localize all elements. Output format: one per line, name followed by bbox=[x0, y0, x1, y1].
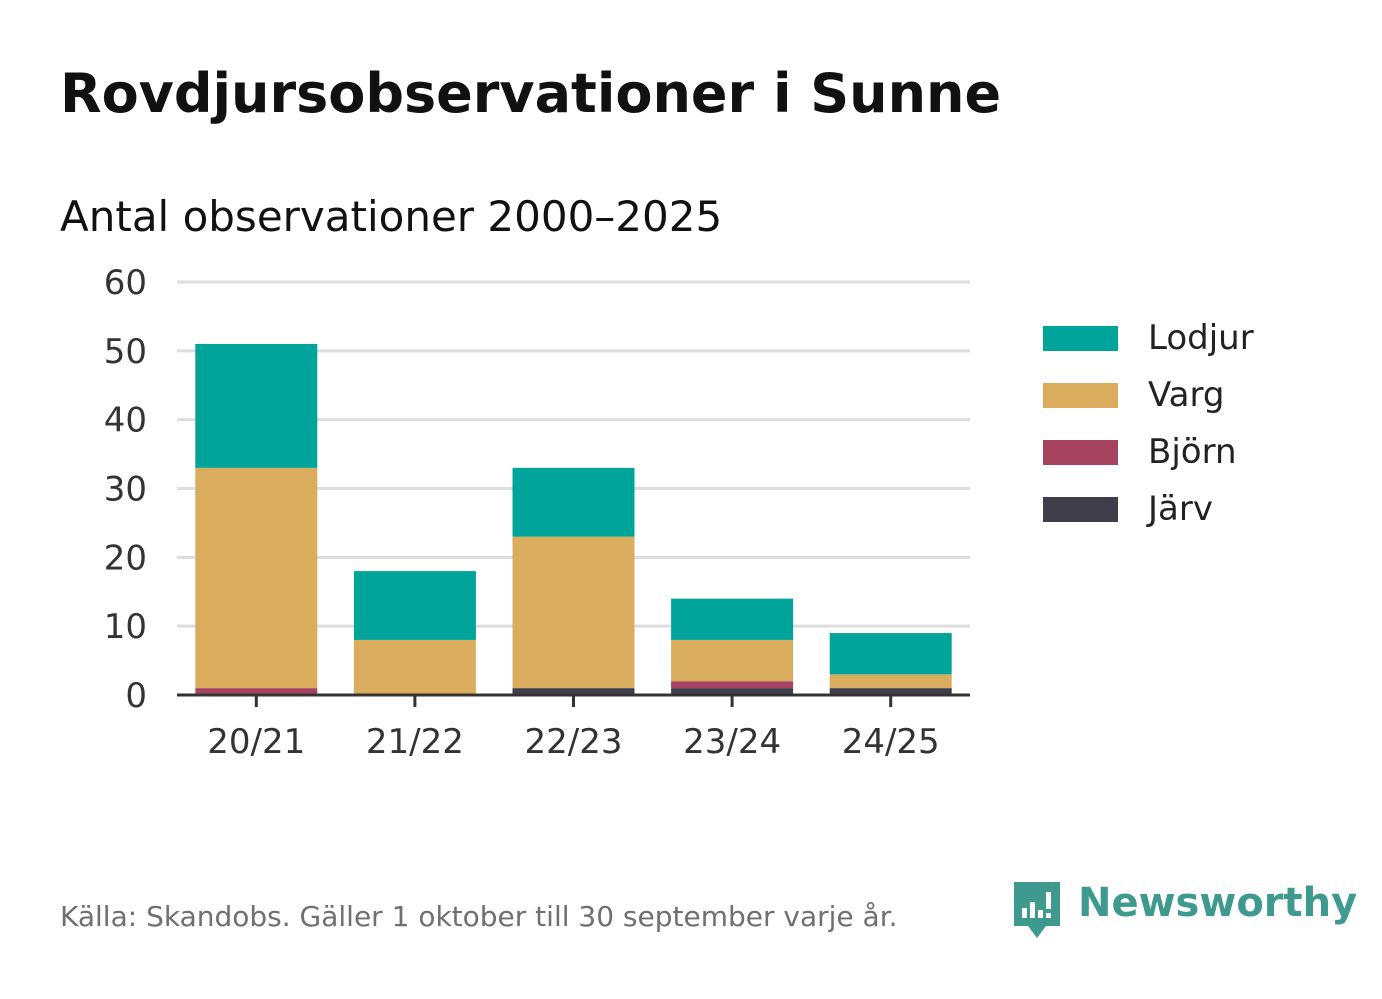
legend-label-bjorn: Björn bbox=[1148, 432, 1237, 472]
bar-varg-23/24 bbox=[671, 639, 794, 682]
x-tick-label: 24/25 bbox=[842, 722, 940, 762]
bar-järv-23/24 bbox=[671, 688, 794, 695]
bar-varg-21/22 bbox=[353, 639, 476, 695]
source-note: Källa: Skandobs. Gäller 1 oktober till 3… bbox=[60, 900, 898, 933]
bar-varg-20/21 bbox=[195, 467, 318, 689]
legend-label-jarv: Järv bbox=[1148, 489, 1213, 529]
bar-varg-22/23 bbox=[512, 536, 635, 689]
chart-subtitle: Antal observationer 2000–2025 bbox=[60, 192, 723, 241]
y-tick-label: 50 bbox=[104, 332, 147, 372]
y-tick-label: 60 bbox=[104, 263, 147, 303]
legend-swatch-bjorn bbox=[1043, 440, 1118, 465]
legend-label-varg: Varg bbox=[1148, 375, 1225, 415]
legend-swatch-varg bbox=[1043, 383, 1118, 408]
y-tick-label: 30 bbox=[104, 470, 147, 510]
bar-björn-23/24 bbox=[671, 681, 794, 689]
y-tick-label: 20 bbox=[104, 538, 147, 578]
bars bbox=[195, 343, 952, 695]
bar-lodjur-21/22 bbox=[353, 571, 476, 640]
y-tick-label: 10 bbox=[104, 607, 147, 647]
newsworthy-logo-icon bbox=[1014, 882, 1060, 938]
bar-varg-24/25 bbox=[829, 674, 952, 689]
y-tick-label: 0 bbox=[125, 676, 147, 716]
legend-swatch-jarv bbox=[1043, 497, 1118, 522]
legend-label-lodjur: Lodjur bbox=[1148, 318, 1254, 358]
bar-lodjur-23/24 bbox=[671, 598, 794, 640]
bar-järv-24/25 bbox=[829, 688, 952, 695]
bar-lodjur-22/23 bbox=[512, 467, 635, 537]
bar-lodjur-24/25 bbox=[829, 633, 952, 675]
x-tick-label: 22/23 bbox=[525, 722, 623, 762]
y-tick-label: 40 bbox=[104, 401, 147, 441]
bar-lodjur-20/21 bbox=[195, 343, 318, 468]
x-tick-label: 23/24 bbox=[683, 722, 781, 762]
axes: 0 10 20 30 40 50 60 20/21 21/22 22/23 23/24 24/25 bbox=[104, 263, 970, 762]
bar-björn-20/21 bbox=[195, 688, 318, 695]
x-tick-label: 21/22 bbox=[366, 722, 464, 762]
brand-name: Newsworthy bbox=[1078, 880, 1358, 926]
x-tick-label: 20/21 bbox=[207, 722, 305, 762]
bar-järv-22/23 bbox=[512, 688, 635, 695]
legend-swatch-lodjur bbox=[1043, 326, 1118, 351]
chart-title: Rovdjursobservationer i Sunne bbox=[60, 62, 1002, 125]
